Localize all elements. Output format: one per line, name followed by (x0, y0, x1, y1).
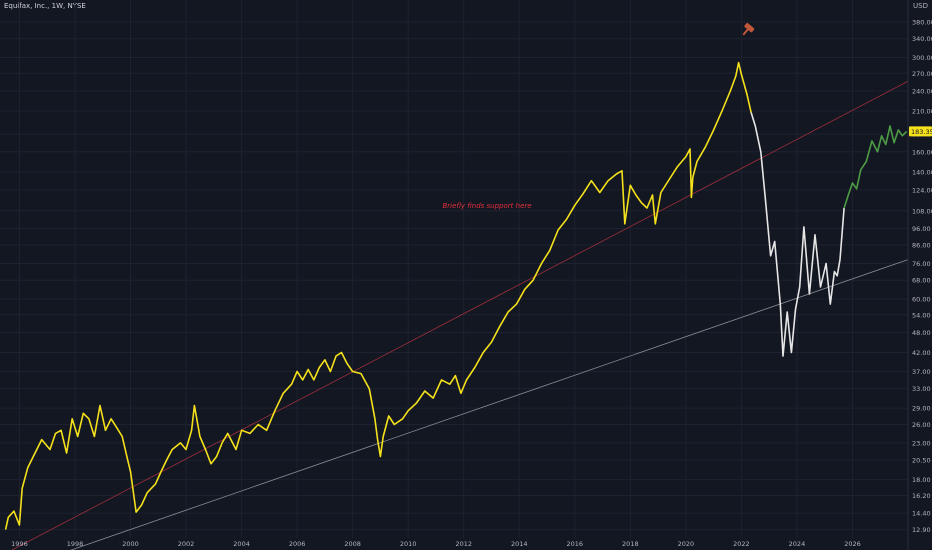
y-tick-label: 54.00 (912, 311, 931, 319)
y-tick-label: 37.00 (912, 368, 931, 376)
gavel-icon (742, 22, 755, 36)
y-tick-label: 16.20 (912, 492, 931, 500)
last-price-label: 183.35 (911, 128, 932, 136)
currency-label: USD (913, 2, 928, 10)
price-series-history (4, 61, 752, 530)
x-tick-label: 2012 (455, 540, 472, 548)
x-tick-label: 2014 (511, 540, 528, 548)
y-tick-label: 14.40 (912, 510, 931, 518)
resistance-trendline (11, 80, 909, 550)
gavel-head (744, 22, 755, 33)
y-tick-label: 20.50 (912, 457, 931, 465)
y-tick-label: 380.00 (912, 18, 932, 26)
y-tick-label: 18.00 (912, 476, 931, 484)
y-tick-label: 270.00 (912, 70, 932, 78)
grid-layer (0, 0, 908, 538)
price-series-decline (750, 112, 845, 357)
last-price-badge (909, 126, 932, 137)
annotation-layer: Briefly finds support here (442, 22, 755, 210)
x-tick-label: 2006 (289, 540, 306, 548)
y-tick-label: 68.00 (912, 277, 931, 285)
x-tick-label: 2020 (678, 540, 695, 548)
x-tick-label: 2002 (178, 540, 195, 548)
x-tick-label: 2026 (844, 540, 861, 548)
y-tick-label: 210.00 (912, 107, 932, 115)
x-tick-label: 2024 (789, 540, 806, 548)
x-tick-label: 1998 (67, 540, 84, 548)
y-axis[interactable]: 380.00340.00300.00270.00240.00210.00180.… (907, 0, 932, 550)
y-tick-label: 48.00 (912, 329, 931, 337)
y-tick-label: 240.00 (912, 87, 932, 95)
y-tick-label: 160.00 (912, 148, 932, 156)
y-tick-label: 340.00 (912, 35, 932, 43)
symbol-title: Equifax, Inc., 1W, NYSE (4, 2, 86, 10)
y-tick-label: 26.00 (912, 421, 931, 429)
x-tick-label: 2018 (622, 540, 639, 548)
support-trendline (70, 259, 909, 550)
y-tick-label: 96.00 (912, 225, 931, 233)
x-tick-label: 2010 (400, 540, 417, 548)
y-tick-label: 76.00 (912, 260, 931, 268)
gavel-handle (742, 28, 750, 36)
price-series-projection (843, 125, 908, 209)
x-axis[interactable]: 1996 1998 2000 2002 2004 2006 2008 2010 2012 2014… (11, 540, 861, 548)
trendline-layer (11, 80, 909, 550)
support-annotation: Briefly finds support here (442, 202, 531, 210)
y-tick-label: 23.00 (912, 439, 931, 447)
x-tick-label: 2004 (233, 540, 250, 548)
y-tick-label: 12.90 (912, 526, 931, 534)
y-tick-label: 108.00 (912, 207, 932, 215)
series-layer (4, 61, 908, 530)
x-tick-label: 2016 (567, 540, 584, 548)
y-tick-label: 60.00 (912, 295, 931, 303)
x-tick-label: 2000 (122, 540, 139, 548)
y-tick-label: 33.00 (912, 385, 931, 393)
x-tick-label: 2008 (344, 540, 361, 548)
y-tick-label: 86.00 (912, 241, 931, 249)
y-tick-label: 124.00 (912, 187, 932, 195)
y-tick-label: 29.00 (912, 405, 931, 413)
y-tick-label: 42.00 (912, 349, 931, 357)
x-tick-label: 2022 (733, 540, 750, 548)
y-tick-label: 300.00 (912, 54, 932, 62)
x-tick-label: 1996 (11, 540, 28, 548)
y-tick-label: 140.00 (912, 168, 932, 176)
